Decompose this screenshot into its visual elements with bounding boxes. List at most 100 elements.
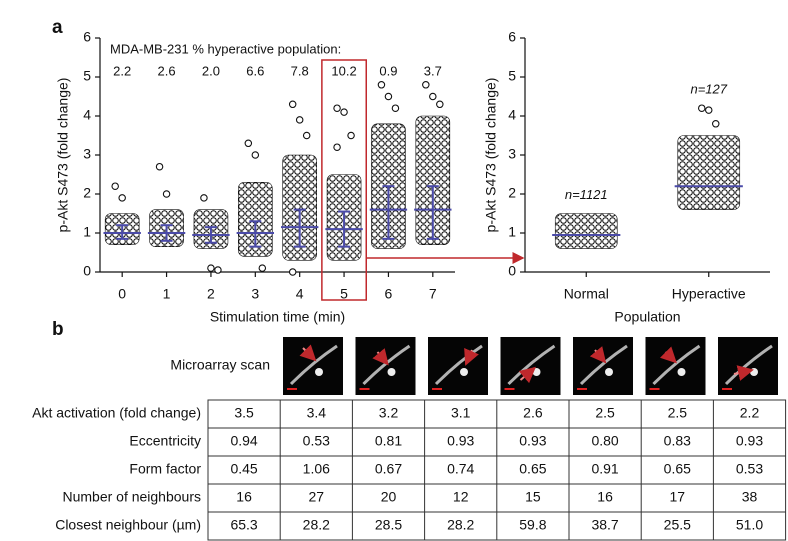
annotation-value: 7.8 — [291, 63, 309, 78]
table-cell: 0.65 — [519, 461, 546, 477]
dot — [391, 104, 400, 112]
scan-image — [500, 337, 561, 395]
table-cell: 3.5 — [234, 405, 254, 421]
scan-image — [718, 337, 778, 395]
row-label: Form factor — [129, 461, 201, 477]
table-cell: 38.7 — [591, 517, 618, 533]
x-tick-label: Normal — [564, 286, 609, 302]
table-cell: 3.2 — [379, 405, 399, 421]
table-cell: 1.06 — [303, 461, 330, 477]
scan-arrow — [733, 365, 754, 381]
cell-blob — [507, 344, 556, 386]
dot — [697, 104, 706, 112]
dot-cloud — [282, 154, 317, 261]
dot-cloud — [415, 115, 451, 245]
x-axis-label: Population — [614, 309, 680, 325]
scan-arrow — [589, 346, 607, 364]
y-tick-label: 4 — [508, 107, 516, 123]
dot — [111, 182, 119, 190]
row-label: Eccentricity — [129, 433, 201, 449]
scan-image — [428, 337, 488, 395]
x-tick-label: 6 — [385, 286, 393, 302]
y-tick-label: 1 — [508, 224, 516, 240]
row-label: Closest neighbour (µm) — [55, 517, 201, 533]
x-tick-label: 0 — [118, 286, 126, 302]
y-tick-label: 0 — [83, 263, 91, 279]
scan-arrow — [518, 366, 537, 384]
scan-image — [355, 337, 416, 395]
table-cell: 12 — [453, 489, 469, 505]
y-tick-label: 0 — [508, 263, 516, 279]
table-cell: 0.53 — [736, 461, 763, 477]
x-tick-label: 5 — [340, 286, 348, 302]
x-tick-label: 3 — [251, 286, 259, 302]
annotation-value: 10.2 — [331, 63, 356, 78]
annotation-value: 3.7 — [424, 63, 442, 78]
table-cell: 0.93 — [447, 433, 474, 449]
table-cell: 28.5 — [375, 517, 402, 533]
x-tick-label: 1 — [163, 286, 171, 302]
table-cell: 59.8 — [519, 517, 546, 533]
table-cell: 65.3 — [230, 517, 257, 533]
panel-label: b — [52, 319, 64, 340]
dot — [258, 264, 267, 272]
dot — [288, 268, 297, 276]
dot — [251, 151, 260, 159]
table-cell: 2.6 — [523, 405, 543, 421]
x-tick-label: 2 — [207, 286, 215, 302]
table-cell: 2.5 — [668, 405, 688, 421]
panel-label: a — [52, 17, 63, 38]
scan-image — [283, 337, 343, 395]
dot — [155, 162, 164, 171]
table-cell: 0.94 — [230, 433, 257, 449]
cell-blob — [289, 344, 338, 386]
x-axis-label: Stimulation time (min) — [210, 309, 345, 325]
y-tick-label: 2 — [83, 185, 91, 201]
dot — [118, 194, 126, 202]
dot — [244, 139, 253, 148]
table-cell: 0.65 — [664, 461, 691, 477]
table-cell: 15 — [525, 489, 541, 505]
y-axis-label: p-Akt S473 (fold change) — [55, 78, 71, 233]
table-cell: 0.93 — [519, 433, 546, 449]
table-cell: 28.2 — [447, 517, 474, 533]
row-label: Microarray scan — [170, 357, 270, 373]
dot — [429, 92, 437, 101]
table-cell: 20 — [381, 489, 397, 505]
dot — [704, 106, 713, 114]
annotation-value: 2.0 — [202, 63, 220, 78]
dot — [200, 194, 208, 202]
table-cell: 2.2 — [740, 405, 760, 421]
cell-blob — [605, 368, 613, 376]
scan-arrow — [299, 344, 317, 362]
table-cell: 0.93 — [736, 433, 763, 449]
table-cell: 25.5 — [664, 517, 691, 533]
dot-cloud — [554, 213, 618, 249]
dot — [295, 116, 304, 124]
table-cell: 0.81 — [375, 433, 402, 449]
dot — [436, 100, 444, 109]
annotation-title: MDA-MB-231 % hyperactive population: — [110, 41, 341, 56]
scan-arrow — [659, 346, 677, 364]
y-tick-label: 6 — [508, 29, 516, 45]
table-cell: 51.0 — [736, 517, 763, 533]
dot — [347, 131, 355, 140]
y-tick-label: 3 — [83, 146, 91, 162]
x-tick-label: 7 — [429, 286, 437, 302]
table-cell: 16 — [597, 489, 613, 505]
table-cell: 3.1 — [451, 405, 471, 421]
dot — [422, 81, 430, 89]
x-tick-label: Hyperactive — [672, 286, 746, 302]
annotation-value: 2.6 — [158, 63, 176, 78]
scan-arrow — [464, 347, 479, 366]
dot-cloud — [238, 182, 273, 257]
table-cell: 0.45 — [230, 461, 257, 477]
table-cell: 0.80 — [591, 433, 618, 449]
y-tick-label: 1 — [83, 224, 91, 240]
y-tick-label: 6 — [83, 29, 91, 45]
highlight-box — [321, 59, 367, 301]
dot — [333, 104, 341, 112]
scan-image — [645, 337, 706, 395]
y-tick-label: 4 — [83, 107, 91, 123]
